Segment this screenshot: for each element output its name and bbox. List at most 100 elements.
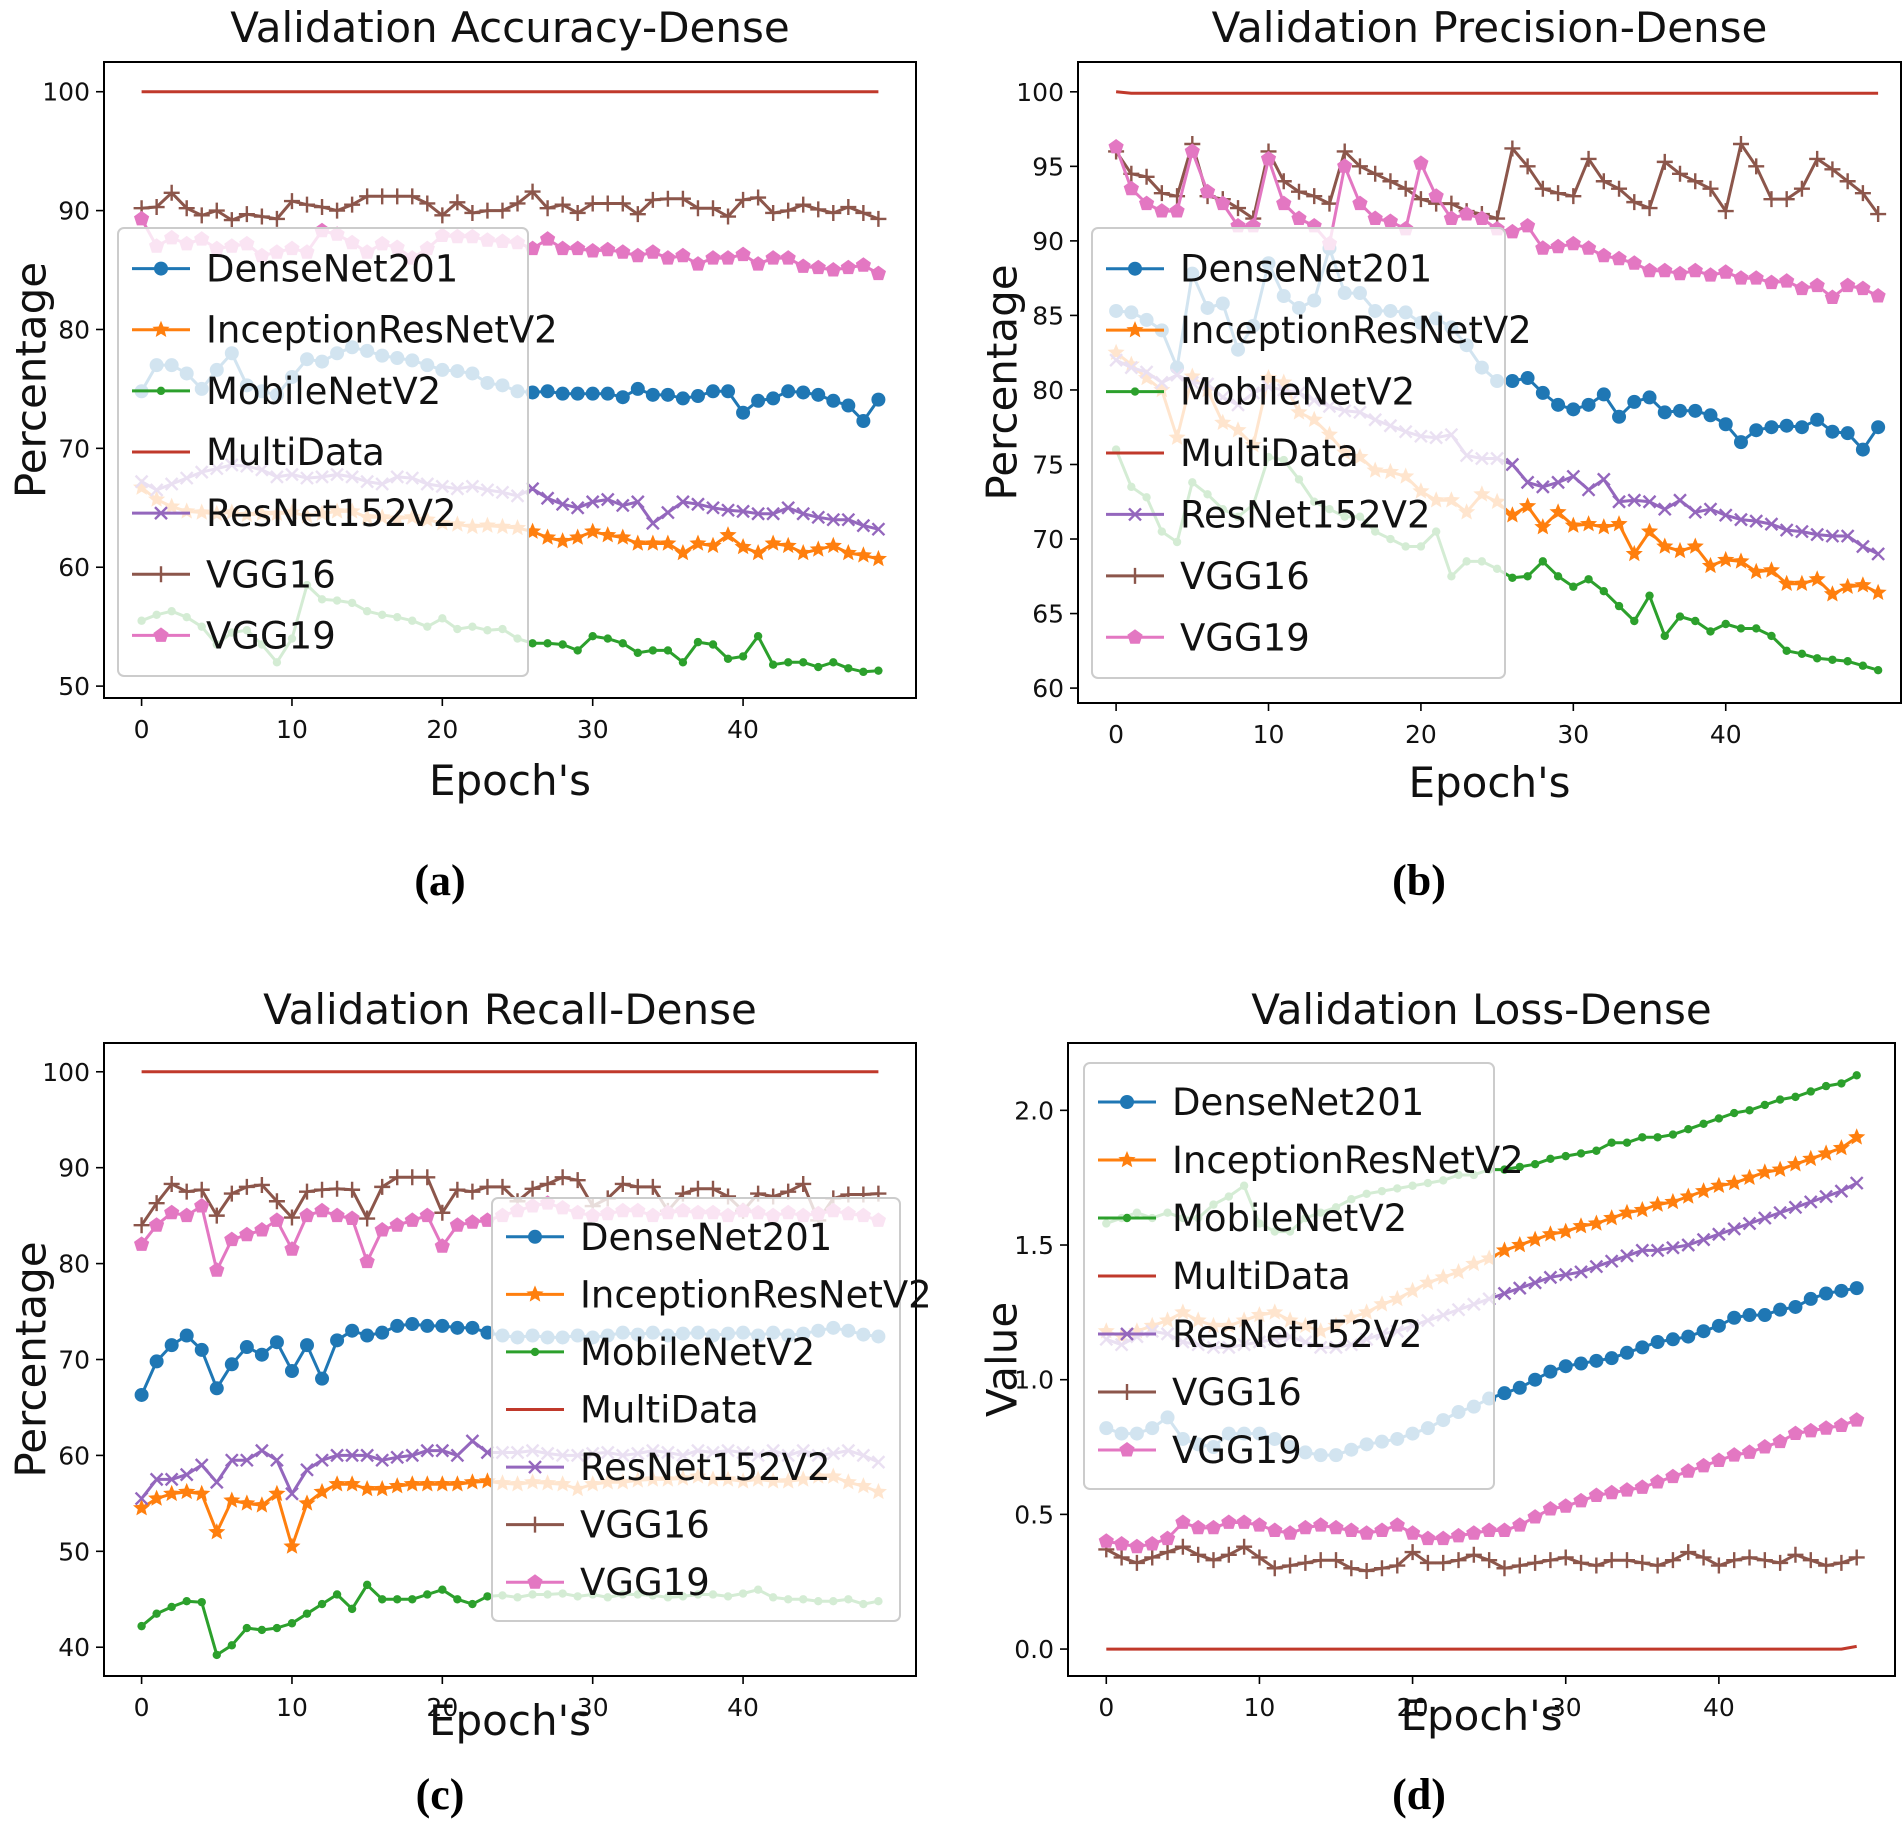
legend-label: MultiData: [1180, 432, 1359, 475]
data-point: [315, 1371, 330, 1386]
data-point: [223, 212, 240, 229]
data-point: [543, 639, 552, 648]
data-point: [615, 498, 630, 513]
data-point: [1839, 173, 1856, 190]
data-point: [1699, 1119, 1708, 1129]
data-point: [1557, 1549, 1574, 1566]
data-point: [1788, 1299, 1803, 1314]
legend-label: DenseNet201: [1172, 1081, 1424, 1124]
data-point: [438, 1585, 447, 1594]
legend-label: ResNet152V2: [1172, 1313, 1423, 1356]
data-point: [1802, 1552, 1819, 1569]
data-point: [1520, 218, 1536, 233]
data-point: [1574, 1265, 1588, 1279]
data-point: [764, 534, 782, 551]
data-point: [268, 210, 285, 227]
data-point: [660, 387, 675, 402]
data-point: [1718, 264, 1734, 279]
data-point: [1538, 557, 1548, 566]
data-point: [1762, 561, 1780, 578]
data-point: [374, 1178, 391, 1195]
data-point: [1757, 1439, 1773, 1454]
data-point: [494, 1178, 511, 1195]
legend-swatch-marker: [1119, 1442, 1135, 1457]
data-point: [1603, 1552, 1620, 1569]
data-point: [555, 240, 571, 256]
data-point: [1742, 1308, 1757, 1323]
series-line: [1115, 90, 1879, 95]
data-point: [765, 250, 781, 265]
data-point: [1359, 1525, 1375, 1540]
data-point: [1275, 173, 1292, 190]
data-point: [1810, 527, 1825, 542]
data-point: [781, 384, 796, 399]
data-point: [178, 200, 195, 217]
data-point: [1657, 262, 1673, 278]
data-point: [753, 631, 763, 641]
data-point: [134, 1387, 149, 1402]
data-point: [825, 262, 841, 277]
data-point: [465, 1320, 480, 1335]
data-point: [704, 536, 722, 554]
data-point: [855, 257, 871, 272]
data-point: [1450, 1552, 1467, 1569]
legend-label: DenseNet201: [1180, 248, 1432, 291]
data-point: [1620, 1248, 1634, 1263]
data-point: [1717, 550, 1735, 568]
data-point: [1672, 165, 1689, 182]
data-point: [272, 1623, 282, 1633]
data-point: [224, 1357, 239, 1372]
data-point: [314, 1181, 331, 1198]
legend-item: DenseNet201: [1106, 248, 1432, 291]
data-point: [1834, 1283, 1849, 1298]
data-point: [1848, 1549, 1865, 1566]
y-tick-label: 70: [1032, 525, 1064, 554]
data-point: [359, 1210, 376, 1227]
data-point: [375, 1453, 390, 1468]
data-point: [1443, 195, 1460, 212]
data-point: [390, 1450, 405, 1465]
data-point: [1328, 1552, 1345, 1569]
data-point: [1184, 143, 1200, 158]
data-point: [794, 544, 812, 561]
data-point: [1734, 512, 1748, 527]
data-point: [1465, 1546, 1482, 1563]
data-point: [449, 1217, 465, 1232]
data-point: [163, 184, 180, 201]
data-point: [1496, 1560, 1513, 1577]
data-point: [1793, 180, 1810, 197]
data-point: [223, 1185, 240, 1202]
y-tick-label: 0.0: [1014, 1635, 1054, 1664]
legend-item: DenseNet201: [132, 248, 458, 291]
data-point: [404, 188, 421, 205]
data-point: [1154, 203, 1170, 218]
data-point: [1282, 1557, 1299, 1574]
data-point: [1599, 586, 1609, 596]
data-point: [1635, 1340, 1650, 1355]
legend-item: VGG16: [506, 1504, 710, 1547]
data-point: [1818, 1557, 1835, 1574]
data-point: [1535, 480, 1550, 494]
x-tick-label: 0: [134, 715, 150, 744]
data-point: [1791, 1092, 1800, 1102]
data-point: [464, 1183, 481, 1200]
data-point: [148, 199, 165, 216]
data-point: [1711, 1318, 1726, 1333]
legend-box: [117, 227, 529, 677]
data-point: [706, 384, 720, 399]
data-point: [1718, 508, 1733, 523]
panel-label: (c): [416, 1770, 465, 1819]
data-point: [1139, 195, 1155, 211]
data-point: [329, 1207, 345, 1223]
series-line: [140, 1175, 879, 1227]
data-point: [588, 631, 597, 641]
data-point: [1726, 1447, 1742, 1462]
data-point: [814, 662, 823, 672]
data-point: [615, 390, 630, 405]
data-point: [223, 1491, 241, 1508]
legend-item: MultiData: [132, 431, 385, 474]
data-point: [735, 191, 752, 208]
data-point: [358, 1480, 376, 1497]
chart-title: Validation Recall-Dense: [263, 985, 757, 1034]
data-point: [193, 1484, 211, 1502]
